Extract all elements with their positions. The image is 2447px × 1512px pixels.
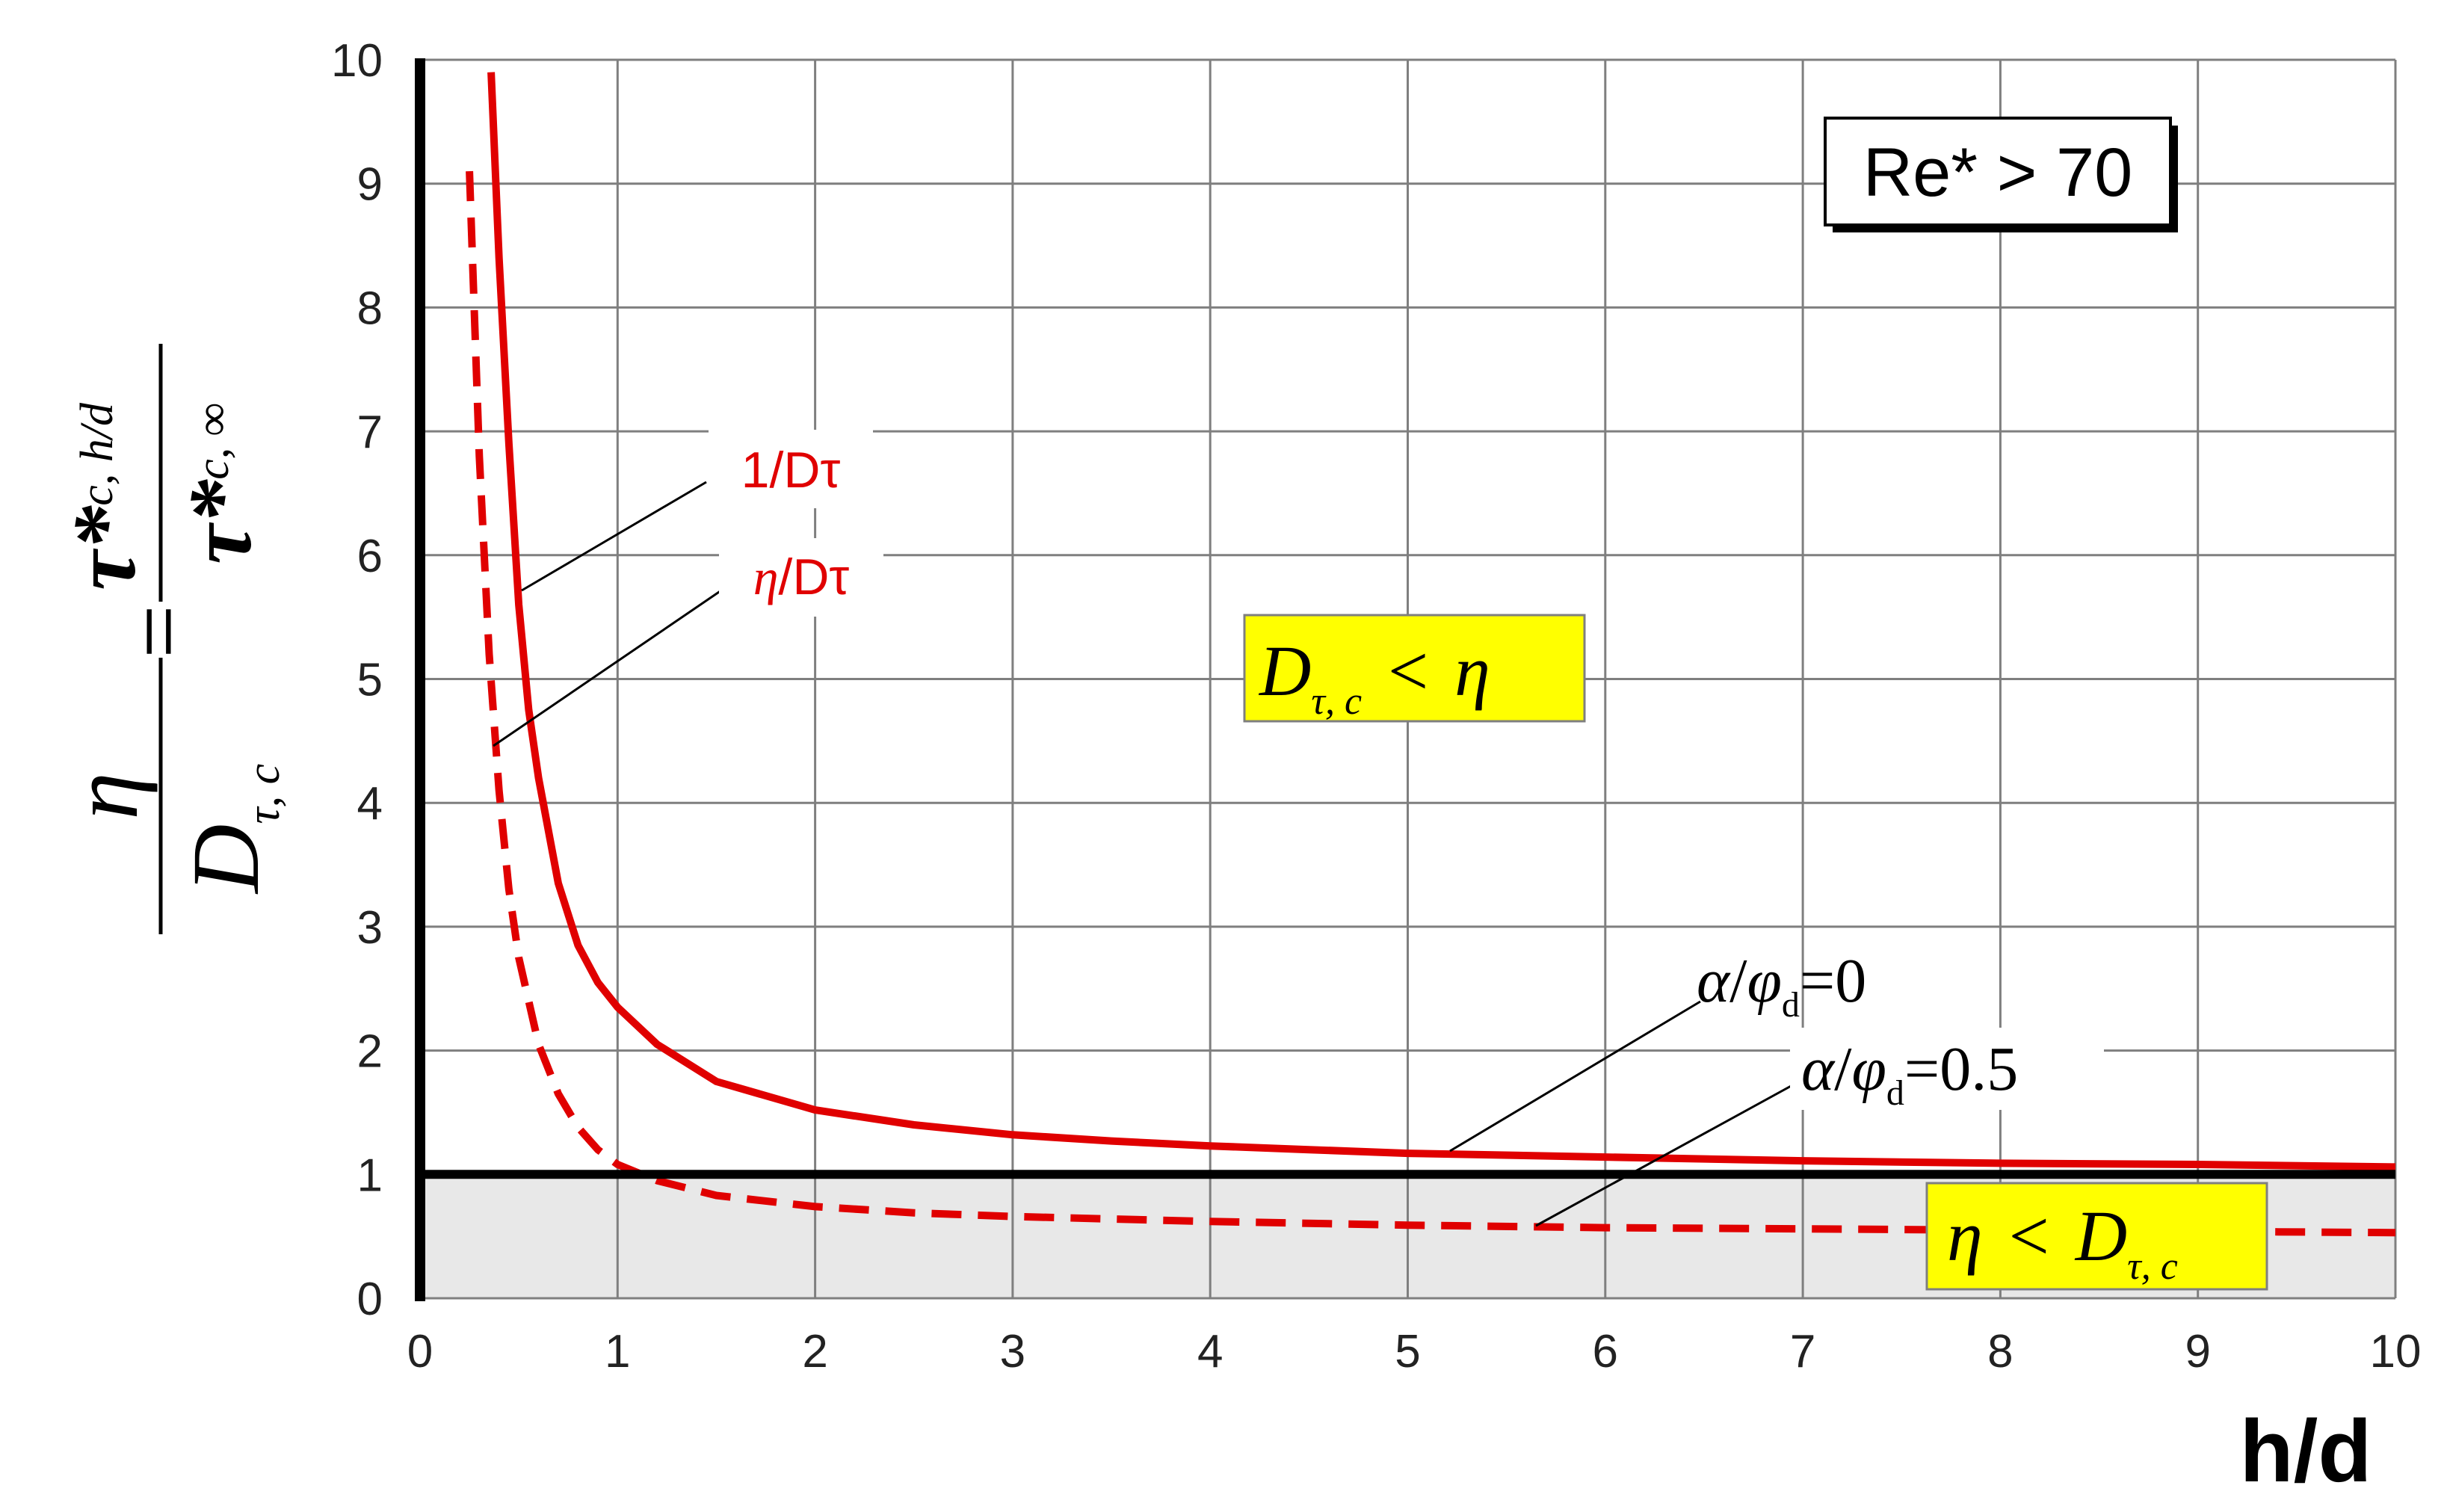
x-tick-1: 1 xyxy=(605,1326,630,1377)
leader-alpha-05 xyxy=(1535,1075,1809,1227)
y-label-tau-den: τ*c, ∞ xyxy=(170,403,270,564)
region-upper-label: Dτ, c < η xyxy=(1243,614,1586,723)
y-tick-8: 8 xyxy=(357,283,383,334)
y-tick-3: 3 xyxy=(357,902,383,954)
region-upper-text: Dτ, c < η xyxy=(1258,631,1490,723)
y-tick-0: 0 xyxy=(357,1274,383,1325)
y-tick-4: 4 xyxy=(357,778,383,830)
y-tick-5: 5 xyxy=(357,655,383,706)
y-label-tau-num: τ*c, h/d xyxy=(55,402,154,590)
x-tick-0: 0 xyxy=(407,1326,433,1377)
label-eta-rest: /Dτ xyxy=(778,549,849,605)
x-tick-7: 7 xyxy=(1790,1326,1815,1377)
x-tick-6: 6 xyxy=(1593,1326,1618,1377)
series-line-2 xyxy=(466,170,2396,1237)
y-tick-10: 10 xyxy=(331,35,383,87)
re-box-text: Re* > 70 xyxy=(1863,135,2133,211)
label-eta-dtau: η/Dτ xyxy=(753,549,850,605)
label-alpha-05: α/φd=0.5 xyxy=(1801,1034,2018,1113)
series-group xyxy=(466,72,2396,1237)
re-box: Re* > 70 xyxy=(1824,117,2178,232)
y-label-dtc: Dτ, c xyxy=(173,764,289,895)
y-tick-2: 2 xyxy=(357,1026,383,1078)
leader-alpha-0 xyxy=(1449,1000,1701,1152)
region-lower-box xyxy=(1925,1182,2268,1291)
y-label-equals: = xyxy=(105,605,212,658)
axes xyxy=(415,58,2395,1301)
label-eta-symbol: η xyxy=(753,549,779,605)
x-tick-4: 4 xyxy=(1197,1326,1223,1377)
re-box-frame xyxy=(1824,117,2172,226)
y-tick-9: 9 xyxy=(357,159,383,211)
label-eta-dtau-bg xyxy=(719,538,883,617)
x-tick-labels: 0 1 2 3 4 5 6 7 8 9 10 xyxy=(407,1326,2422,1377)
leader-eta-dtau xyxy=(493,589,722,747)
y-tick-6: 6 xyxy=(357,531,383,582)
leader-lines xyxy=(493,481,1809,1227)
x-axis-label: h/d xyxy=(2240,1402,2372,1501)
x-tick-8: 8 xyxy=(1987,1326,2013,1377)
region-lower-text: η < Dτ, c xyxy=(1947,1196,2178,1288)
x-tick-3: 3 xyxy=(1000,1326,1025,1377)
label-alpha-0: α/φd=0 xyxy=(1697,946,1866,1025)
label-1-dtau-bg xyxy=(709,430,873,508)
y-tick-1: 1 xyxy=(357,1150,383,1201)
region-upper-box xyxy=(1243,614,1586,723)
y-label-eta: η xyxy=(52,772,158,820)
y-tick-labels: 0 1 2 3 4 5 6 7 8 9 10 xyxy=(331,35,383,1325)
leader-1-dtau xyxy=(521,481,707,592)
y-axis-label: η Dτ, c = τ*c, h/d τ*c, ∞ xyxy=(52,344,289,934)
region-lower-label: η < Dτ, c xyxy=(1925,1182,2268,1291)
label-1-dtau: 1/Dτ xyxy=(741,442,841,499)
x-tick-2: 2 xyxy=(802,1326,827,1377)
label-alpha-05-bg xyxy=(1790,1028,2104,1110)
y-tick-7: 7 xyxy=(357,407,383,458)
series-line-1 xyxy=(487,72,2396,1171)
x-tick-5: 5 xyxy=(1395,1326,1420,1377)
x-tick-9: 9 xyxy=(2185,1326,2210,1377)
x-tick-10: 10 xyxy=(2370,1326,2422,1377)
